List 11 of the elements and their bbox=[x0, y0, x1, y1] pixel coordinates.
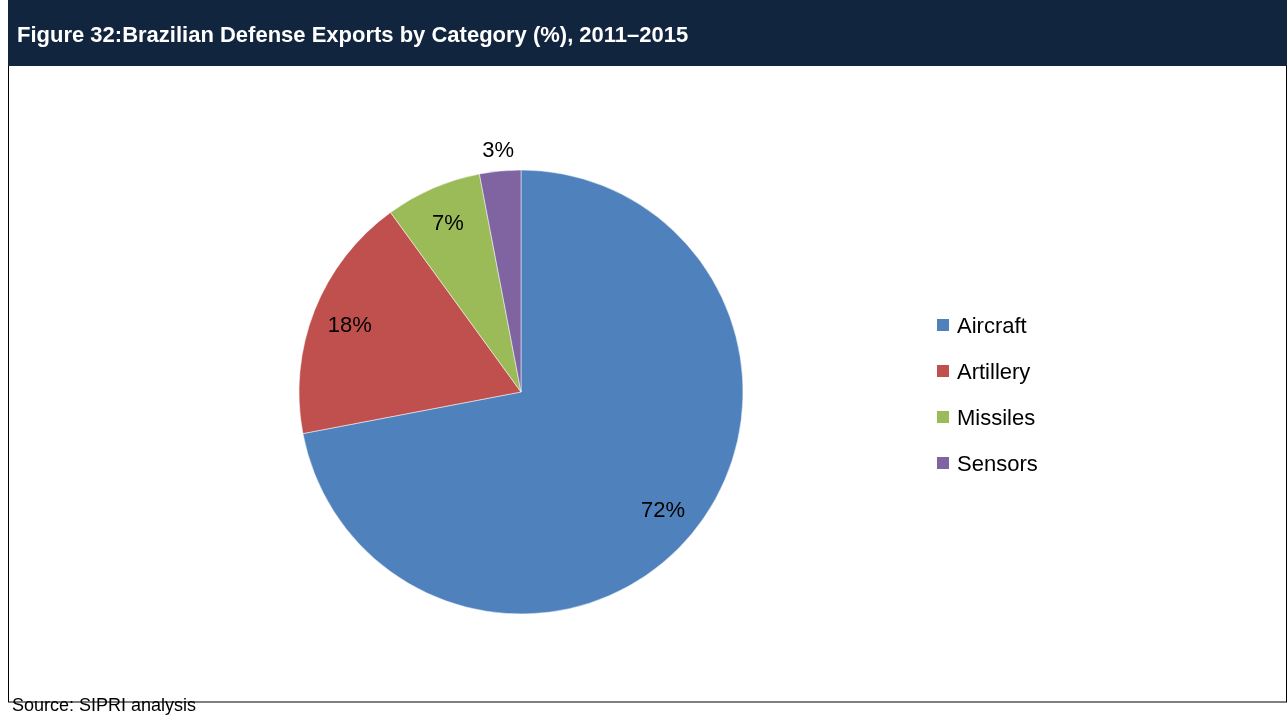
source-note: Source: SIPRI analysis bbox=[12, 695, 197, 715]
pie-slice bbox=[302, 169, 744, 615]
data-label: 18% bbox=[327, 311, 372, 337]
data-label: 3% bbox=[482, 136, 514, 162]
legend-label: Aircraft bbox=[957, 312, 1027, 338]
legend-label: Missiles bbox=[957, 404, 1036, 430]
legend-label: Artillery bbox=[957, 358, 1031, 384]
data-label: 72% bbox=[640, 496, 685, 522]
legend-label: Sensors bbox=[957, 450, 1038, 476]
data-label: 7% bbox=[431, 210, 464, 236]
chart-title: Figure 32:Brazilian Defense Exports by Category (%), 2011–2015 bbox=[17, 22, 689, 47]
